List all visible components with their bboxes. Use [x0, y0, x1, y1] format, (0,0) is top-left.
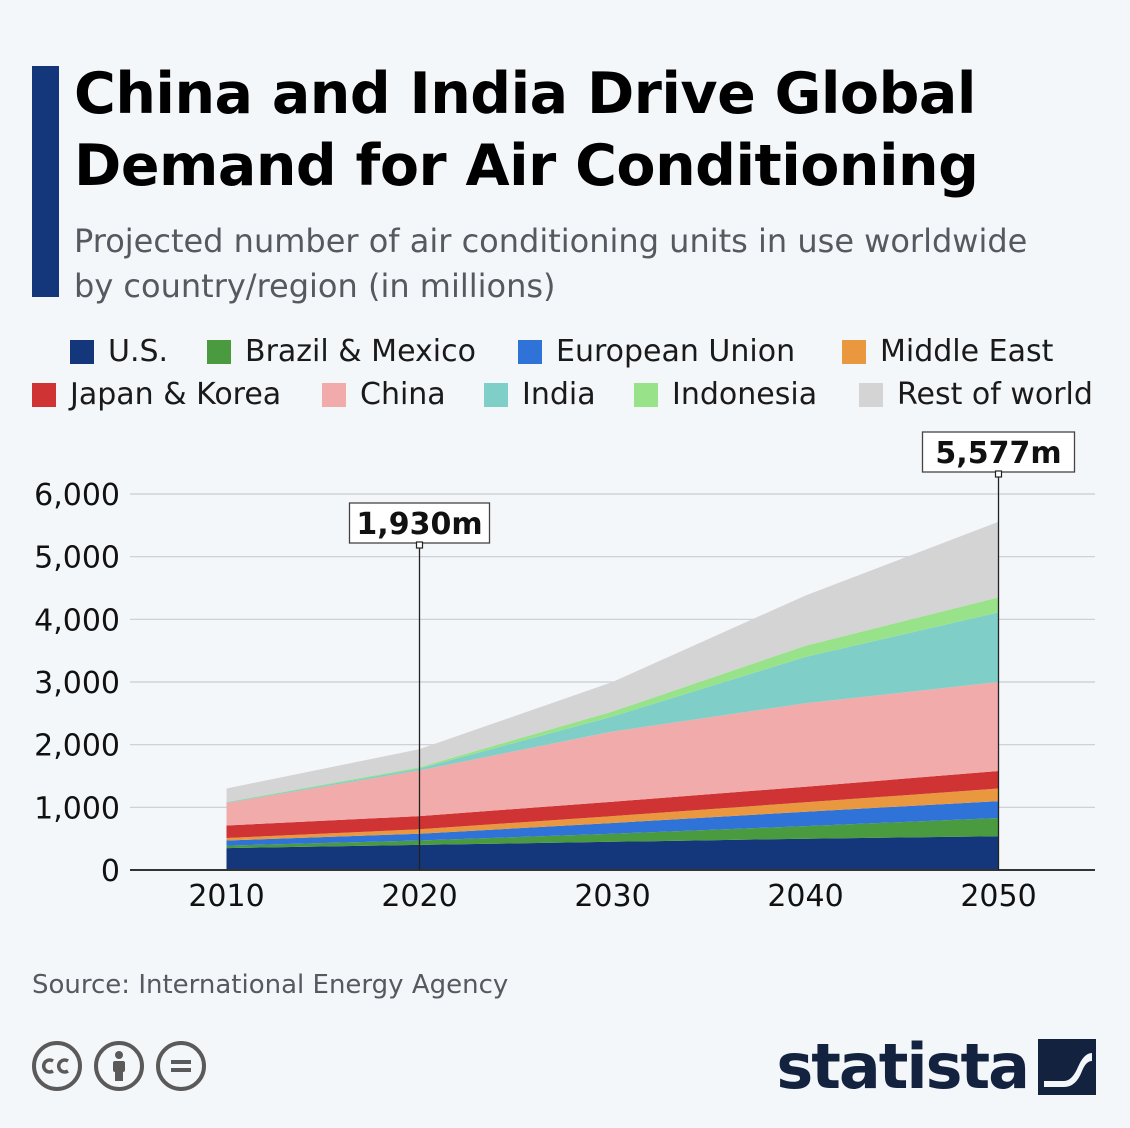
legend-label-us: U.S.	[108, 334, 169, 369]
x-tick-label: 2050	[960, 879, 1036, 914]
area-rest-of-world	[226, 521, 999, 802]
legend-label-rest-of-world: Rest of world	[897, 377, 1093, 412]
legend-row-2: Japan & Korea China India Indonesia Rest…	[30, 373, 1110, 416]
cc-icon	[32, 1041, 82, 1091]
y-tick-label: 2,000	[34, 729, 120, 764]
chart-subtitle: Projected number of air conditioning uni…	[74, 222, 1028, 305]
statista-mark-icon	[1038, 1039, 1096, 1095]
legend-swatch-brazil-mexico	[207, 339, 231, 364]
legend-item-japan-korea: Japan & Korea	[32, 377, 322, 412]
no-derivatives-equals-icon	[156, 1041, 206, 1091]
annotation-marker	[415, 541, 424, 549]
annotation-marker	[994, 470, 1003, 478]
area-india	[226, 612, 999, 803]
stacked-area-chart: 0 1,000 2,000 3,000 4,000 5,000 6,000 2010 2020 2…	[34, 431, 1095, 914]
legend-swatch-us	[70, 339, 94, 364]
legend-item-brazil-mexico: Brazil & Mexico	[207, 334, 518, 369]
y-tick-label: 5,000	[34, 541, 120, 576]
legend-label-japan-korea: Japan & Korea	[70, 377, 282, 412]
statista-logo: statista	[776, 1032, 1096, 1102]
legend-row-1: U.S. Brazil & Mexico European Union Midd…	[30, 330, 1110, 373]
x-tick-label: 2010	[188, 879, 264, 914]
license-icons	[32, 1041, 206, 1091]
legend-label-indonesia: Indonesia	[672, 377, 818, 412]
annotation-box	[921, 431, 1076, 473]
y-tick-label: 4,000	[34, 603, 120, 638]
x-tick-label: 2040	[767, 879, 843, 914]
area-indonesia	[226, 597, 999, 803]
legend-swatch-eu	[518, 339, 542, 364]
legend-item-indonesia: Indonesia	[634, 377, 859, 412]
legend-swatch-indonesia	[634, 382, 658, 407]
y-tick-label: 0	[101, 854, 120, 889]
annotation-box	[348, 502, 491, 544]
legend-item-us: U.S.	[70, 334, 207, 369]
legend-item-middle-east: Middle East	[842, 334, 1053, 369]
legend-item-eu: European Union	[518, 334, 842, 369]
chart-title: China and India Drive Global Demand for …	[74, 61, 979, 199]
legend-swatch-china	[322, 382, 346, 407]
source-note: Source: International Energy Agency	[32, 970, 509, 1000]
legend-swatch-middle-east	[842, 339, 866, 364]
legend-swatch-india	[484, 382, 508, 407]
legend-label-eu: European Union	[556, 334, 796, 369]
annotation-label: 1,930m	[356, 507, 482, 542]
y-tick-label: 3,000	[34, 666, 120, 701]
legend-label-brazil-mexico: Brazil & Mexico	[245, 334, 476, 369]
statista-wordmark: statista	[776, 1030, 1030, 1103]
y-tick-label: 1,000	[34, 791, 120, 826]
legend-item-rest-of-world: Rest of world	[859, 377, 1093, 412]
legend-label-middle-east: Middle East	[880, 334, 1054, 369]
x-tick-label: 2030	[574, 879, 650, 914]
title-accent-bar	[32, 66, 59, 297]
legend-swatch-japan-korea	[32, 382, 56, 407]
legend: U.S. Brazil & Mexico European Union Midd…	[30, 330, 1110, 416]
legend-item-india: India	[484, 377, 634, 412]
x-tick-label: 2020	[381, 879, 457, 914]
annotation-label: 5,577m	[935, 436, 1061, 471]
legend-label-india: India	[522, 377, 596, 412]
area-middle-east	[226, 788, 999, 841]
y-tick-label: 6,000	[34, 478, 120, 513]
legend-label-china: China	[360, 377, 446, 412]
legend-swatch-rest-of-world	[859, 382, 883, 407]
attribution-person-icon	[94, 1041, 144, 1091]
legend-item-china: China	[322, 377, 484, 412]
